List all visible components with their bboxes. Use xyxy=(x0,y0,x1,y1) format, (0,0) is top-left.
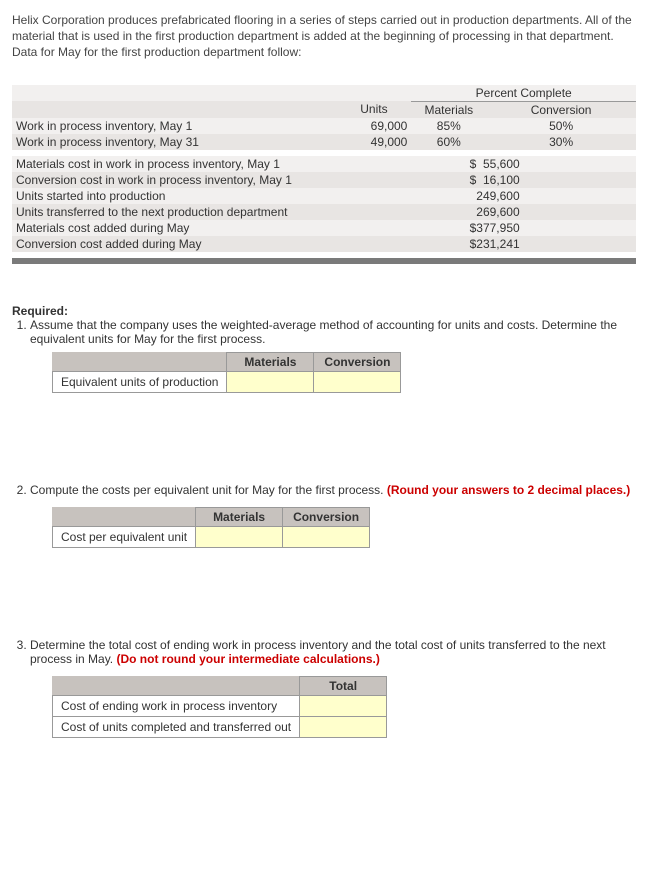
divider-bar xyxy=(12,258,636,264)
transferred-out-input[interactable] xyxy=(300,716,387,737)
row-label: Work in process inventory, May 31 xyxy=(12,134,336,150)
intro-text: Helix Corporation produces prefabricated… xyxy=(12,12,636,61)
cost-per-eq-label: Cost per equivalent unit xyxy=(53,526,196,547)
eq-units-table: Materials Conversion Equivalent units of… xyxy=(52,352,401,393)
required-heading: Required: xyxy=(12,304,68,318)
row-units: 49,000 xyxy=(336,134,411,150)
question-1: Assume that the company uses the weighte… xyxy=(30,318,636,393)
cost-data-table: Materials cost in work in process invent… xyxy=(12,156,636,252)
table-row: Materials cost in work in process invent… xyxy=(12,156,636,172)
eq-units-label: Equivalent units of production xyxy=(53,371,227,392)
table-row: Work in process inventory, May 1 69,000 … xyxy=(12,118,636,134)
eq-units-materials-input[interactable] xyxy=(227,371,314,392)
cost-per-eq-conversion-input[interactable] xyxy=(283,526,370,547)
question-3: Determine the total cost of ending work … xyxy=(30,638,636,738)
transferred-out-label: Cost of units completed and transferred … xyxy=(53,716,300,737)
question-3-section: Determine the total cost of ending work … xyxy=(12,638,636,738)
table-row: Units transferred to the next production… xyxy=(12,204,636,220)
table-row: Units started into production249,600 xyxy=(12,188,636,204)
conversion-col: Conversion xyxy=(314,352,401,371)
row-materials: 60% xyxy=(411,134,486,150)
cost-per-eq-table: Materials Conversion Cost per equivalent… xyxy=(52,507,370,548)
cost-per-eq-materials-input[interactable] xyxy=(196,526,283,547)
table-row: Work in process inventory, May 31 49,000… xyxy=(12,134,636,150)
total-col: Total xyxy=(300,676,387,695)
no-round-instruction: (Do not round your intermediate calculat… xyxy=(116,652,379,666)
row-materials: 85% xyxy=(411,118,486,134)
percent-complete-header: Percent Complete xyxy=(411,85,636,102)
table-row: Conversion cost in work in process inven… xyxy=(12,172,636,188)
required-section: Required: Assume that the company uses t… xyxy=(12,304,636,393)
question-2-section: Compute the costs per equivalent unit fo… xyxy=(12,483,636,548)
ending-wip-label: Cost of ending work in process inventory xyxy=(53,695,300,716)
total-cost-table: Total Cost of ending work in process inv… xyxy=(52,676,387,738)
conversion-col: Conversion xyxy=(283,507,370,526)
row-label: Work in process inventory, May 1 xyxy=(12,118,336,134)
materials-header: Materials xyxy=(411,101,486,118)
table-row: Conversion cost added during May$231,241 xyxy=(12,236,636,252)
ending-wip-input[interactable] xyxy=(300,695,387,716)
row-units: 69,000 xyxy=(336,118,411,134)
round-instruction: (Round your answers to 2 decimal places.… xyxy=(387,483,630,497)
wip-data-table: Percent Complete Units Materials Convers… xyxy=(12,85,636,150)
materials-col: Materials xyxy=(227,352,314,371)
conversion-header: Conversion xyxy=(486,101,636,118)
question-2: Compute the costs per equivalent unit fo… xyxy=(30,483,636,548)
table-row: Materials cost added during May$377,950 xyxy=(12,220,636,236)
units-header: Units xyxy=(336,101,411,118)
row-conversion: 30% xyxy=(486,134,636,150)
materials-col: Materials xyxy=(196,507,283,526)
eq-units-conversion-input[interactable] xyxy=(314,371,401,392)
row-conversion: 50% xyxy=(486,118,636,134)
